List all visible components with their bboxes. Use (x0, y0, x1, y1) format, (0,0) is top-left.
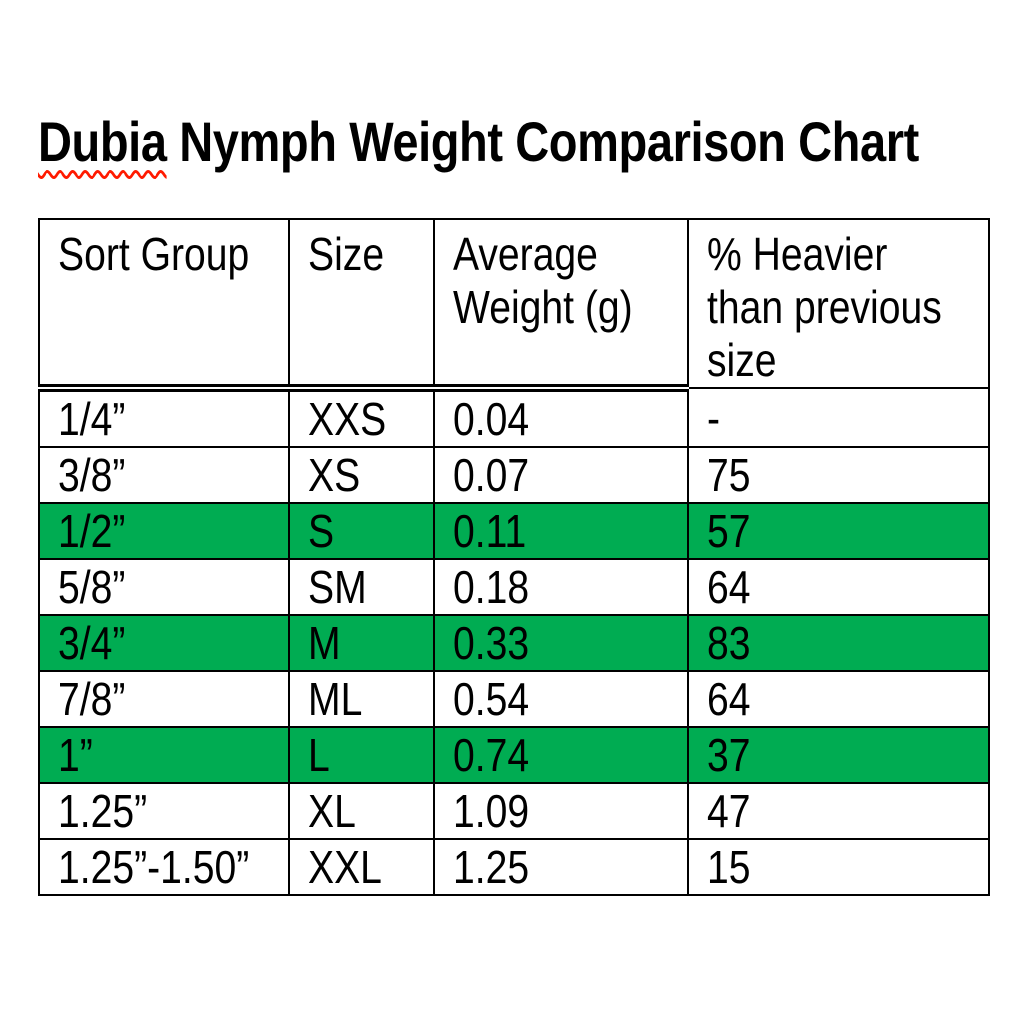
cell-size: XL (288, 782, 435, 840)
cell-average-weight: 0.07 (433, 446, 689, 504)
header-pct-heavier-line2: than previous (707, 281, 942, 333)
cell-average-weight: 0.11 (433, 502, 689, 560)
table-row: 5/8” SM 0.18 64 (38, 558, 990, 616)
table-row: 1” L 0.74 37 (38, 726, 990, 784)
cell-size-text: S (308, 505, 335, 557)
cell-pct-heavier-text: 47 (707, 785, 751, 837)
cell-size-text: XXS (308, 393, 387, 445)
header-average-weight: Average Weight (g) (433, 218, 689, 392)
table-row: 1/2” S 0.11 57 (38, 502, 990, 560)
cell-sort-group: 1.25” (38, 782, 290, 840)
cell-size-text: ML (308, 673, 363, 725)
cell-average-weight: 0.33 (433, 614, 689, 672)
cell-size: ML (288, 670, 435, 728)
cell-pct-heavier-text: - (707, 391, 721, 444)
table-body: 1/4” XXS 0.04 - 3/8” XS 0.07 75 1/2” S 0.11 57 5/8” S… (38, 387, 990, 896)
cell-sort-group: 7/8” (38, 670, 290, 728)
cell-average-weight-text: 0.04 (453, 393, 530, 445)
table-row: 1.25”-1.50” XXL 1.25 15 (38, 838, 990, 896)
header-average-weight-line1: Average (453, 228, 598, 280)
cell-pct-heavier: 64 (687, 670, 990, 728)
cell-size: S (288, 502, 435, 560)
cell-sort-group: 1/4” (38, 387, 290, 448)
cell-size: XXL (288, 838, 435, 896)
cell-size-text: L (308, 729, 330, 781)
cell-sort-group: 1/2” (38, 502, 290, 560)
cell-average-weight: 0.18 (433, 558, 689, 616)
table-row: 3/8” XS 0.07 75 (38, 446, 990, 504)
header-pct-heavier: % Heavier than previous size (687, 218, 990, 389)
cell-pct-heavier: - (687, 387, 990, 448)
header-sort-group-text: Sort Group (58, 228, 250, 280)
cell-average-weight-text: 0.11 (453, 505, 527, 557)
cell-sort-group-text: 7/8” (58, 673, 126, 725)
cell-size-text: XS (308, 449, 361, 501)
cell-pct-heavier: 75 (687, 446, 990, 504)
page-title: Dubia Nymph Weight Comparison Chart (38, 112, 919, 172)
cell-sort-group: 3/8” (38, 446, 290, 504)
cell-pct-heavier: 83 (687, 614, 990, 672)
cell-pct-heavier-text: 83 (707, 617, 751, 669)
cell-sort-group-text: 3/8” (58, 449, 126, 501)
header-average-weight-line2: Weight (g) (453, 281, 633, 333)
cell-average-weight: 0.54 (433, 670, 689, 728)
weight-comparison-table: Sort Group Size Average Weight (g) % Hea… (38, 218, 990, 896)
cell-sort-group-text: 3/4” (58, 617, 126, 669)
cell-size-text: SM (308, 561, 367, 613)
table-row: 1/4” XXS 0.04 - (38, 387, 990, 448)
cell-pct-heavier: 64 (687, 558, 990, 616)
cell-average-weight-text: 0.18 (453, 561, 530, 613)
header-size-text: Size (308, 228, 385, 280)
cell-size: XS (288, 446, 435, 504)
cell-pct-heavier: 37 (687, 726, 990, 784)
title-misspelled-word: Dubia (38, 110, 167, 173)
cell-pct-heavier-text: 75 (707, 449, 751, 501)
cell-sort-group-text: 1/2” (58, 505, 126, 557)
cell-sort-group-text: 1.25” (58, 785, 148, 837)
cell-average-weight-text: 1.09 (453, 785, 530, 837)
cell-average-weight: 0.74 (433, 726, 689, 784)
cell-sort-group: 3/4” (38, 614, 290, 672)
cell-sort-group: 1.25”-1.50” (38, 838, 290, 896)
table-row: 1.25” XL 1.09 47 (38, 782, 990, 840)
cell-pct-heavier-text: 64 (707, 561, 751, 613)
cell-size: XXS (288, 387, 435, 448)
cell-pct-heavier: 15 (687, 838, 990, 896)
cell-average-weight: 1.25 (433, 838, 689, 896)
cell-size-text: M (308, 617, 341, 669)
cell-sort-group: 5/8” (38, 558, 290, 616)
table-row: 3/4” M 0.33 83 (38, 614, 990, 672)
cell-average-weight-text: 0.74 (453, 729, 530, 781)
cell-pct-heavier-text: 37 (707, 729, 751, 781)
cell-sort-group-text: 1/4” (58, 393, 126, 445)
cell-size-text: XL (308, 785, 356, 837)
cell-pct-heavier: 57 (687, 502, 990, 560)
cell-pct-heavier: 47 (687, 782, 990, 840)
cell-pct-heavier-text: 57 (707, 505, 751, 557)
title-rest: Nymph Weight Comparison Chart (166, 110, 919, 173)
cell-size-text: XXL (308, 841, 382, 893)
header-pct-heavier-line3: size (707, 334, 777, 386)
cell-sort-group-text: 1” (58, 729, 93, 781)
cell-average-weight: 1.09 (433, 782, 689, 840)
cell-average-weight-text: 0.07 (453, 449, 530, 501)
cell-average-weight-text: 0.33 (453, 617, 530, 669)
cell-average-weight-text: 0.54 (453, 673, 530, 725)
cell-sort-group: 1” (38, 726, 290, 784)
table-row: 7/8” ML 0.54 64 (38, 670, 990, 728)
header-row: Sort Group Size Average Weight (g) % Hea… (38, 218, 990, 392)
header-size: Size (288, 218, 435, 392)
cell-average-weight: 0.04 (433, 387, 689, 448)
cell-sort-group-text: 5/8” (58, 561, 126, 613)
header-sort-group: Sort Group (38, 218, 290, 392)
cell-pct-heavier-text: 64 (707, 673, 751, 725)
cell-size: M (288, 614, 435, 672)
cell-size: SM (288, 558, 435, 616)
cell-pct-heavier-text: 15 (707, 841, 751, 893)
cell-average-weight-text: 1.25 (453, 841, 530, 893)
header-pct-heavier-line1: % Heavier (707, 228, 888, 280)
cell-size: L (288, 726, 435, 784)
cell-sort-group-text: 1.25”-1.50” (58, 841, 250, 893)
